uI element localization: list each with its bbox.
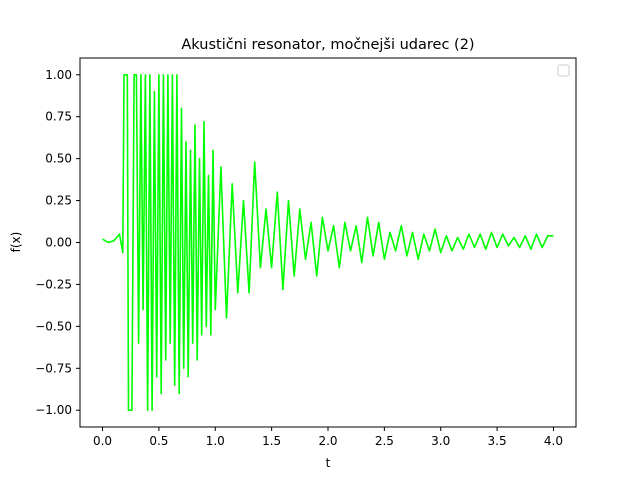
y-axis-label: f(x) (9, 232, 23, 253)
y-tick-label: −1.00 (35, 403, 72, 417)
y-tick-label: 0.50 (45, 152, 72, 166)
y-axis: −1.00 −0.75 −0.50 −0.25 0.00 0.25 0.50 0.75 1.00 (35, 68, 80, 417)
y-tick-label: −0.25 (35, 277, 72, 291)
x-axis-label: t (326, 456, 331, 470)
y-tick-label: 0.75 (45, 110, 72, 124)
series-line (102, 74, 554, 412)
series-layer (102, 74, 554, 412)
x-axis: 0.0 0.5 1.0 1.5 2.0 2.5 3.0 3.5 4.0 (93, 427, 563, 448)
x-tick-label: 4.0 (544, 434, 563, 448)
y-tick-label: 0.00 (45, 236, 72, 250)
x-tick-label: 2.5 (375, 434, 394, 448)
x-tick-label: 1.5 (262, 434, 281, 448)
legend-box (557, 64, 570, 77)
x-tick-label: 3.0 (431, 434, 450, 448)
x-tick-label: 2.0 (318, 434, 337, 448)
x-tick-label: 1.0 (206, 434, 225, 448)
y-tick-label: −0.50 (35, 319, 72, 333)
x-tick-label: 0.0 (93, 434, 112, 448)
x-tick-label: 3.5 (488, 434, 507, 448)
y-tick-label: −0.75 (35, 361, 72, 375)
x-tick-label: 0.5 (149, 434, 168, 448)
y-tick-label: 0.25 (45, 194, 72, 208)
chart-title: Akustični resonator, močnejši udarec (2) (181, 37, 474, 53)
y-tick-label: 1.00 (45, 68, 72, 82)
